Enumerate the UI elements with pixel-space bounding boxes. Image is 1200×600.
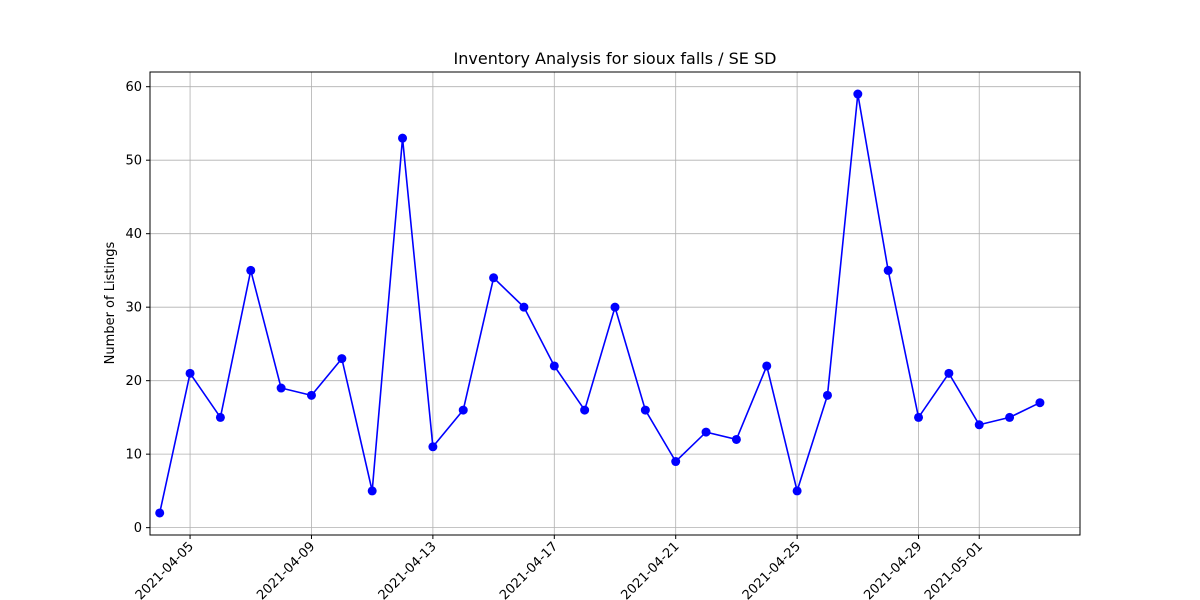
data-point xyxy=(1005,412,1015,422)
data-point xyxy=(306,390,316,400)
series-line xyxy=(158,93,1041,514)
data-point xyxy=(1035,398,1045,408)
x-tick-label: 2021-04-05 xyxy=(133,539,197,600)
data-point xyxy=(822,390,832,400)
data-point xyxy=(489,273,499,283)
data-point xyxy=(853,89,863,99)
y-tick-label: 50 xyxy=(125,154,142,169)
grid-lines xyxy=(150,72,1080,535)
data-point xyxy=(519,302,529,312)
series-listings xyxy=(155,89,1045,518)
x-tick-label: 2021-04-21 xyxy=(618,539,682,600)
data-point xyxy=(458,405,468,415)
x-tick-label: 2021-04-17 xyxy=(497,539,561,600)
x-tick-label: 2021-05-01 xyxy=(922,539,986,600)
data-point xyxy=(701,427,711,437)
data-point xyxy=(731,434,741,444)
x-tick-label: 2021-04-13 xyxy=(376,539,440,600)
data-point xyxy=(549,361,559,371)
data-point xyxy=(215,412,225,422)
data-point xyxy=(762,361,772,371)
data-point xyxy=(883,265,893,275)
x-tick-label: 2021-04-09 xyxy=(254,539,318,600)
data-point xyxy=(367,486,377,496)
y-tick-label: 30 xyxy=(125,301,142,316)
data-point xyxy=(944,368,954,378)
data-point xyxy=(398,133,408,143)
x-axis: 2021-04-05 2021-04-09 2021-04-13 2021-04-17… xyxy=(133,535,986,600)
y-axis-label: Number of Listings xyxy=(103,241,118,364)
data-point xyxy=(792,486,802,496)
x-tick-label: 2021-04-29 xyxy=(861,539,925,600)
y-tick-label: 10 xyxy=(125,448,142,463)
y-tick-label: 20 xyxy=(125,374,142,389)
chart-title: Inventory Analysis for sioux falls / SE … xyxy=(454,49,777,68)
plot-area-frame xyxy=(149,71,1081,536)
y-tick-label: 60 xyxy=(125,80,142,95)
y-axis: 0 10 20 30 40 50 60 xyxy=(125,80,150,536)
data-point xyxy=(246,265,256,275)
data-point xyxy=(610,302,620,312)
data-point xyxy=(671,457,681,467)
data-point xyxy=(276,383,286,393)
y-tick-label: 0 xyxy=(134,521,142,536)
data-point xyxy=(914,412,924,422)
y-tick-label: 40 xyxy=(125,227,142,242)
x-tick-label: 2021-04-25 xyxy=(740,539,804,600)
data-point xyxy=(974,420,984,430)
data-point xyxy=(428,442,438,452)
data-point xyxy=(580,405,590,415)
data-point xyxy=(640,405,650,415)
data-point xyxy=(185,368,195,378)
data-point xyxy=(337,354,347,364)
data-point xyxy=(155,508,165,518)
